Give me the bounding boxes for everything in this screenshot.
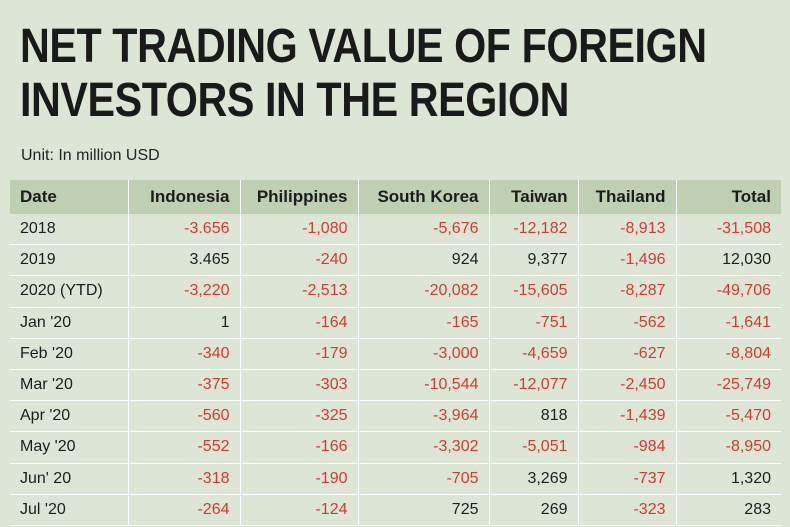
cell-thailand: -8,913 — [578, 214, 677, 246]
column-header-south-korea: South Korea — [358, 180, 490, 214]
cell-taiwan: -15,605 — [489, 275, 579, 308]
cell-taiwan: -4,659 — [489, 338, 579, 370]
cell-taiwan: 269 — [489, 494, 579, 526]
cell-date: 2018 — [10, 214, 129, 246]
table-row: Apr '20 -560 -325 -3,964 818 -1,439 -5,470 — [10, 400, 781, 433]
cell-taiwan: 818 — [489, 400, 579, 433]
cell-indonesia: -264 — [128, 494, 241, 526]
cell-taiwan: -5,051 — [489, 431, 579, 464]
table-row: May '20 -552 -166 -3,302 -5,051 -984 -8,950 — [10, 431, 781, 464]
column-header-date: Date — [10, 180, 129, 214]
column-header-total: Total — [676, 180, 781, 214]
cell-date: Jan '20 — [10, 307, 129, 339]
table-row: 2019 3.465 -240 924 9,377 -1,496 12,030 — [10, 244, 781, 277]
data-table: Date Indonesia Philippines South Korea T… — [10, 180, 781, 526]
cell-total: -31,508 — [676, 214, 781, 246]
cell-total: -8,804 — [676, 338, 781, 370]
cell-indonesia: -3.656 — [128, 214, 241, 246]
cell-indonesia: -318 — [128, 463, 241, 495]
cell-south-korea: 725 — [358, 494, 490, 526]
cell-philippines: -2,513 — [240, 275, 359, 308]
unit-label: Unit: In million USD — [21, 147, 160, 164]
cell-philippines: -325 — [240, 400, 359, 433]
chart-title: NET TRADING VALUE OF FOREIGN INVESTORS I… — [20, 20, 707, 128]
table-row: Feb '20 -340 -179 -3,000 -4,659 -627 -8,804 — [10, 338, 781, 370]
cell-date: Apr '20 — [10, 400, 129, 433]
cell-thailand: -627 — [578, 338, 677, 370]
cell-indonesia: -3,220 — [128, 275, 241, 308]
cell-thailand: -323 — [578, 494, 677, 526]
cell-date: 2020 (YTD) — [10, 275, 129, 308]
cell-philippines: -164 — [240, 307, 359, 339]
cell-philippines: -166 — [240, 431, 359, 464]
table-body: 2018 -3.656 -1,080 -5,676 -12,182 -8,913 -31,5… — [10, 214, 781, 526]
cell-date: Jul '20 — [10, 494, 129, 526]
cell-south-korea: -3,964 — [358, 400, 490, 433]
cell-south-korea: -165 — [358, 307, 490, 339]
cell-philippines: -124 — [240, 494, 359, 526]
cell-thailand: -8,287 — [578, 275, 677, 308]
cell-taiwan: -751 — [489, 307, 579, 339]
cell-taiwan: 3,269 — [489, 463, 579, 495]
cell-south-korea: 924 — [358, 244, 490, 277]
cell-south-korea: -3,000 — [358, 338, 490, 370]
cell-thailand: -562 — [578, 307, 677, 339]
cell-south-korea: -5,676 — [358, 214, 490, 246]
cell-date: Jun' 20 — [10, 463, 129, 495]
cell-total: 283 — [676, 494, 781, 526]
cell-total: -1,641 — [676, 307, 781, 339]
header-row: Date Indonesia Philippines South Korea T… — [10, 180, 781, 214]
cell-date: May '20 — [10, 431, 129, 464]
cell-indonesia: 3.465 — [128, 244, 241, 277]
cell-thailand: -737 — [578, 463, 677, 495]
cell-south-korea: -20,082 — [358, 275, 490, 308]
cell-philippines: -1,080 — [240, 214, 359, 246]
title-line-1: NET TRADING VALUE OF FOREIGN — [20, 20, 707, 73]
column-header-indonesia: Indonesia — [128, 180, 241, 214]
cell-taiwan: 9,377 — [489, 244, 579, 277]
cell-philippines: -190 — [240, 463, 359, 495]
table-row: 2020 (YTD) -3,220 -2,513 -20,082 -15,605 -8,2… — [10, 275, 781, 308]
cell-total: -5,470 — [676, 400, 781, 433]
cell-taiwan: -12,077 — [489, 369, 579, 402]
cell-thailand: -1,439 — [578, 400, 677, 433]
cell-date: 2019 — [10, 244, 129, 277]
cell-south-korea: -10,544 — [358, 369, 490, 402]
cell-south-korea: -705 — [358, 463, 490, 495]
cell-total: -25,749 — [676, 369, 781, 402]
table-row: Mar '20 -375 -303 -10,544 -12,077 -2,450 -25,7… — [10, 369, 781, 402]
column-header-taiwan: Taiwan — [489, 180, 579, 214]
cell-indonesia: -560 — [128, 400, 241, 433]
cell-thailand: -984 — [578, 431, 677, 464]
cell-date: Feb '20 — [10, 338, 129, 370]
table-row: Jul '20 -264 -124 725 269 -323 283 — [10, 494, 781, 526]
cell-total: -49,706 — [676, 275, 781, 308]
cell-thailand: -1,496 — [578, 244, 677, 277]
column-header-philippines: Philippines — [240, 180, 359, 214]
cell-total: -8,950 — [676, 431, 781, 464]
cell-total: 12,030 — [676, 244, 781, 277]
cell-philippines: -240 — [240, 244, 359, 277]
cell-total: 1,320 — [676, 463, 781, 495]
table-row: 2018 -3.656 -1,080 -5,676 -12,182 -8,913 -31,5… — [10, 214, 781, 246]
cell-date: Mar '20 — [10, 369, 129, 402]
table-row: Jun' 20 -318 -190 -705 3,269 -737 1,320 — [10, 463, 781, 495]
cell-south-korea: -3,302 — [358, 431, 490, 464]
cell-philippines: -179 — [240, 338, 359, 370]
title-line-2: INVESTORS IN THE REGION — [20, 74, 570, 127]
column-header-thailand: Thailand — [578, 180, 677, 214]
cell-indonesia: -552 — [128, 431, 241, 464]
table-row: Jan '20 1 -164 -165 -751 -562 -1,641 — [10, 307, 781, 339]
cell-thailand: -2,450 — [578, 369, 677, 402]
cell-indonesia: -340 — [128, 338, 241, 370]
cell-philippines: -303 — [240, 369, 359, 402]
cell-taiwan: -12,182 — [489, 214, 579, 246]
cell-indonesia: -375 — [128, 369, 241, 402]
cell-indonesia: 1 — [128, 307, 241, 339]
